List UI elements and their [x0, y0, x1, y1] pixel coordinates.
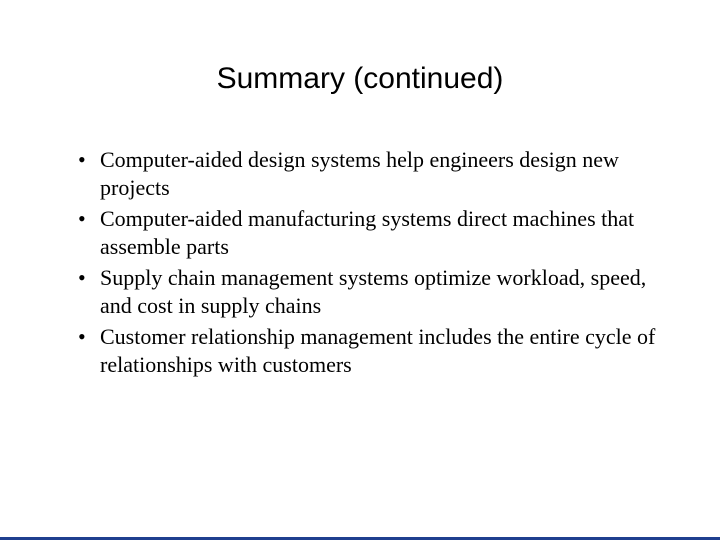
list-item: Computer-aided manufacturing systems dir…	[78, 205, 660, 260]
list-item: Customer relationship management include…	[78, 323, 660, 378]
slide: Summary (continued) Computer-aided desig…	[0, 62, 720, 540]
slide-title: Summary (continued)	[0, 62, 720, 96]
bullet-list: Computer-aided design systems help engin…	[78, 146, 660, 378]
list-item: Computer-aided design systems help engin…	[78, 146, 660, 201]
list-item: Supply chain management systems optimize…	[78, 264, 660, 319]
